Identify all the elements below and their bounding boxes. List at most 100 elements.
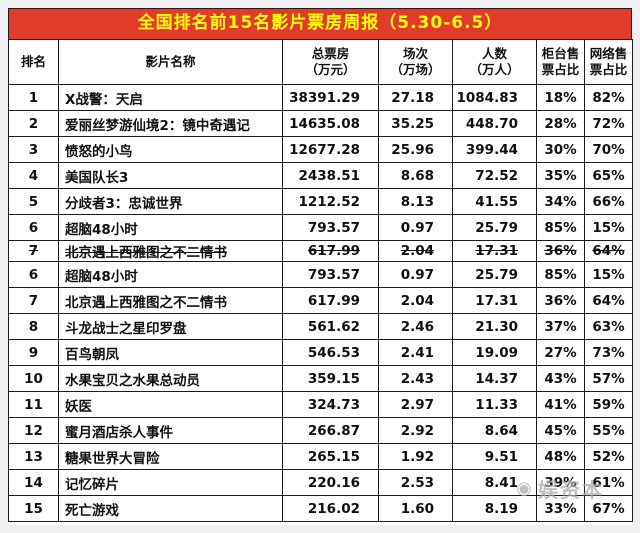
online-ratio-cell: 73% [584,339,633,366]
table-row: 1 X战警：天启 38391.29 27.18 1084.83 18% 82% [8,84,633,111]
shows-cell: 1.92 [378,443,453,470]
shows-cell: 2.04 [378,287,453,314]
gross-cell: 793.57 [282,261,379,288]
gross-cell: 324.73 [282,391,379,418]
shows-cell: 0.97 [378,214,453,241]
film-name-cell: 水果宝贝之水果总动员 [58,365,283,392]
table-row: 3 愤怒的小鸟 12677.28 25.96 399.44 30% 70% [8,136,633,163]
column-header-gross: 总票房 （万元） [282,39,379,85]
shows-cell: 1.60 [378,495,453,522]
table-row: 7 北京遇上西雅图之不二情书 617.99 2.04 17.31 36% 64% [8,287,633,314]
shows-cell: 2.43 [378,365,453,392]
rank-cell: 14 [8,469,59,496]
counter-ratio-cell: 41% [536,391,585,418]
rank-cell: 6 [8,261,59,288]
audience-cell: 1084.83 [452,84,537,111]
audience-cell: 19.09 [452,339,537,366]
online-ratio-cell: 61% [584,469,633,496]
column-header-film-name: 影片名称 [58,39,283,85]
counter-ratio-cell: 36% [536,240,585,262]
table-row: 14 记忆碎片 220.16 2.53 8.41 39% 61% [8,469,633,496]
audience-cell: 72.52 [452,162,537,189]
audience-cell: 25.79 [452,261,537,288]
counter-ratio-cell: 34% [536,188,585,215]
shows-cell: 2.92 [378,417,453,444]
audience-cell: 399.44 [452,136,537,163]
table-row: 4 美国队长3 2438.51 8.68 72.52 35% 65% [8,162,633,189]
film-name-cell: 北京遇上西雅图之不二情书 [58,240,283,262]
online-ratio-cell: 64% [584,240,633,262]
shows-cell: 0.97 [378,261,453,288]
counter-ratio-cell: 30% [536,136,585,163]
film-name-cell: 记忆碎片 [58,469,283,496]
shows-cell: 2.04 [378,240,453,262]
audience-cell: 25.79 [452,214,537,241]
online-ratio-cell: 70% [584,136,633,163]
rank-cell: 2 [8,110,59,137]
column-header-counter-ratio: 柜台售 票占比 [536,39,585,85]
table-row: 10 水果宝贝之水果总动员 359.15 2.43 14.37 43% 57% [8,365,633,392]
counter-ratio-cell: 39% [536,469,585,496]
gross-cell: 2438.51 [282,162,379,189]
table-row: 8 斗龙战士之星印罗盘 561.62 2.46 21.30 37% 63% [8,313,633,340]
counter-ratio-cell: 18% [536,84,585,111]
rank-cell: 4 [8,162,59,189]
audience-cell: 448.70 [452,110,537,137]
audience-cell: 8.19 [452,495,537,522]
shows-cell: 25.96 [378,136,453,163]
gross-cell: 617.99 [282,240,379,262]
rank-cell: 5 [8,188,59,215]
gross-cell: 359.15 [282,365,379,392]
shows-cell: 2.41 [378,339,453,366]
audience-cell: 17.31 [452,240,537,262]
rank-cell: 6 [8,214,59,241]
gross-cell: 266.87 [282,417,379,444]
counter-ratio-cell: 35% [536,162,585,189]
film-name-cell: 爱丽丝梦游仙境2：镜中奇遇记 [58,110,283,137]
report-title: 全国排名前15名影片票房周报（5.30-6.5） [8,8,632,39]
film-name-cell: 百鸟朝凤 [58,339,283,366]
rank-cell: 7 [8,287,59,314]
audience-cell: 11.33 [452,391,537,418]
shows-cell: 2.97 [378,391,453,418]
counter-ratio-cell: 85% [536,214,585,241]
counter-ratio-cell: 28% [536,110,585,137]
film-name-cell: 愤怒的小鸟 [58,136,283,163]
audience-cell: 8.41 [452,469,537,496]
rank-cell: 7 [8,240,59,262]
gross-cell: 220.16 [282,469,379,496]
rank-cell: 3 [8,136,59,163]
shows-cell: 8.13 [378,188,453,215]
rank-cell: 1 [8,84,59,111]
online-ratio-cell: 52% [584,443,633,470]
shows-cell: 27.18 [378,84,453,111]
table-row: 9 百鸟朝凤 546.53 2.41 19.09 27% 73% [8,339,633,366]
audience-cell: 41.55 [452,188,537,215]
gross-cell: 546.53 [282,339,379,366]
counter-ratio-cell: 43% [536,365,585,392]
online-ratio-cell: 59% [584,391,633,418]
shows-cell: 35.25 [378,110,453,137]
counter-ratio-cell: 85% [536,261,585,288]
counter-ratio-cell: 37% [536,313,585,340]
rank-cell: 11 [8,391,59,418]
rank-cell: 15 [8,495,59,522]
table-row: 6 超脑48小时 793.57 0.97 25.79 85% 15% [8,261,633,288]
table-row: 13 糖果世界大冒险 265.15 1.92 9.51 48% 52% [8,443,633,470]
online-ratio-cell: 15% [584,261,633,288]
table-row: 5 分歧者3：忠诚世界 1212.52 8.13 41.55 34% 66% [8,188,633,215]
gross-cell: 38391.29 [282,84,379,111]
gross-cell: 216.02 [282,495,379,522]
report-page: 全国排名前15名影片票房周报（5.30-6.5） 排名 影片名称 总票房 （万元… [8,8,633,525]
audience-cell: 21.30 [452,313,537,340]
online-ratio-cell: 82% [584,84,633,111]
rank-cell: 13 [8,443,59,470]
film-name-cell: 分歧者3：忠诚世界 [58,188,283,215]
online-ratio-cell: 65% [584,162,633,189]
box-office-table: 排名 影片名称 总票房 （万元） 场次 （万场） 人数 （万人） 柜台售 票占比… [8,39,633,522]
shows-cell: 2.53 [378,469,453,496]
online-ratio-cell: 67% [584,495,633,522]
table-row: 2 爱丽丝梦游仙境2：镜中奇遇记 14635.08 35.25 448.70 2… [8,110,633,137]
online-ratio-cell: 64% [584,287,633,314]
film-name-cell: 斗龙战士之星印罗盘 [58,313,283,340]
